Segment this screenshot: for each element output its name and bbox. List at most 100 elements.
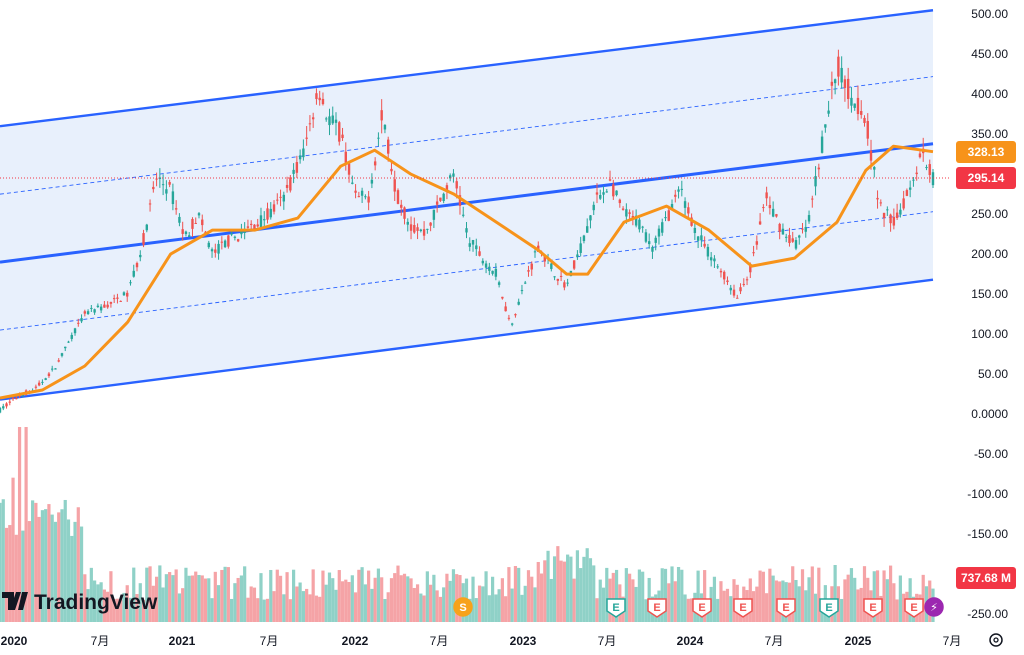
volume-bar	[353, 592, 358, 622]
candle-body	[390, 168, 393, 172]
volume-bar	[543, 560, 547, 622]
channel-upper-line[interactable]	[0, 9, 934, 128]
volume-bar	[569, 556, 573, 622]
event-marker-earnings-up[interactable]: E	[606, 598, 626, 618]
volume-bar	[109, 571, 113, 622]
event-marker-earnings-up[interactable]: E	[819, 598, 839, 618]
candle-body	[357, 196, 361, 198]
volume-bar	[667, 583, 671, 622]
time-tick-label: 7月	[943, 634, 962, 648]
svg-text:E: E	[698, 602, 705, 614]
candlesticks	[0, 49, 935, 414]
regression-channel[interactable]	[0, 9, 934, 401]
event-marker-earnings-down[interactable]: E	[776, 598, 796, 618]
price-axis[interactable]: 500.00450.00400.00350.00300.00250.00200.…	[950, 0, 1024, 647]
volume-bar	[194, 571, 198, 622]
candle-body	[527, 270, 530, 272]
ma-line[interactable]	[0, 144, 934, 400]
candle-body	[432, 209, 436, 220]
volume-bar	[187, 575, 191, 622]
candle-body	[902, 198, 905, 209]
volume-bar	[399, 575, 403, 622]
event-marker-split[interactable]: S	[453, 597, 473, 617]
volume-bar	[637, 569, 641, 622]
candle-body	[755, 241, 759, 245]
candle-body	[602, 192, 605, 195]
volume-bar	[807, 577, 811, 622]
candle-body	[638, 219, 641, 230]
candle-body	[419, 229, 423, 232]
event-marker-earnings-down[interactable]: E	[904, 598, 924, 618]
volume-bar	[507, 567, 511, 622]
volume-bar	[383, 599, 387, 622]
event-markers[interactable]: S E E E E E E E E ⚡	[453, 597, 944, 618]
channel-upper-dashed-line[interactable]	[0, 76, 934, 195]
candle-body	[475, 245, 478, 250]
candle-body	[768, 204, 772, 209]
candle-body	[742, 283, 745, 285]
volume-bar	[601, 587, 606, 622]
candle-body	[820, 136, 824, 153]
volume-bar	[533, 587, 537, 622]
candle-body	[2, 406, 5, 409]
candle-body	[406, 221, 409, 225]
candle-body	[272, 204, 276, 212]
price-tick-label: 450.00	[971, 47, 1008, 61]
candle-body	[807, 215, 811, 222]
event-marker-earnings-down[interactable]: E	[647, 598, 667, 618]
candle-body	[524, 282, 527, 284]
event-marker-flash[interactable]: ⚡	[924, 597, 944, 617]
candle-body	[478, 251, 481, 256]
channel-lower-line[interactable]	[0, 278, 934, 401]
volume-bar	[285, 572, 289, 622]
volume-bar	[145, 567, 149, 622]
volume-bar	[481, 586, 485, 622]
candle-body	[550, 263, 553, 269]
volume-bar	[716, 598, 720, 622]
volume-bar	[282, 594, 286, 622]
candle-body	[135, 263, 139, 268]
gear-icon[interactable]	[989, 633, 1003, 647]
candle-body	[142, 233, 145, 245]
candle-body	[429, 222, 432, 226]
event-marker-earnings-down[interactable]: E	[863, 598, 883, 618]
candle-body	[745, 279, 749, 281]
candle-body	[344, 151, 347, 163]
volume-bar	[389, 578, 394, 622]
volume-bar	[396, 565, 400, 622]
candle-body	[155, 178, 158, 180]
candle-body	[367, 196, 370, 203]
candle-body	[543, 256, 546, 262]
volume-bar	[331, 578, 335, 622]
candle-body	[628, 212, 631, 214]
candle-body	[915, 172, 918, 175]
time-tick-label: 7月	[430, 634, 449, 648]
volume-bar	[223, 566, 227, 622]
volume-bar	[112, 599, 116, 622]
volume-bar	[673, 581, 677, 622]
channel-lower-dashed-line[interactable]	[0, 211, 934, 331]
volume-bar	[132, 567, 136, 622]
volume-bar	[373, 577, 377, 622]
candle-body	[311, 117, 315, 120]
price-axis-bg	[950, 0, 1024, 630]
candle-body	[700, 235, 703, 241]
volume-bar	[670, 566, 674, 622]
current-price-badge: 295.14	[956, 167, 1016, 189]
volume-bar	[813, 593, 818, 622]
event-marker-earnings-down[interactable]: E	[733, 598, 753, 618]
candle-body	[8, 401, 11, 403]
volume-bar	[494, 594, 498, 622]
event-marker-earnings-down[interactable]: E	[692, 598, 712, 618]
candle-body	[853, 103, 856, 108]
volume-bar	[530, 576, 534, 622]
volume-bar	[552, 556, 557, 622]
volume-bar	[86, 589, 90, 622]
volume-bar	[588, 558, 593, 622]
tradingview-logo[interactable]: TradingView	[2, 591, 158, 614]
candle-body	[843, 79, 847, 88]
candle-body	[11, 397, 15, 400]
volume-bar	[451, 569, 456, 622]
time-axis[interactable]: 2020 7月 2021 7月 2022 7月 2023 7月 2024 7月 2025 7月	[0, 627, 961, 655]
